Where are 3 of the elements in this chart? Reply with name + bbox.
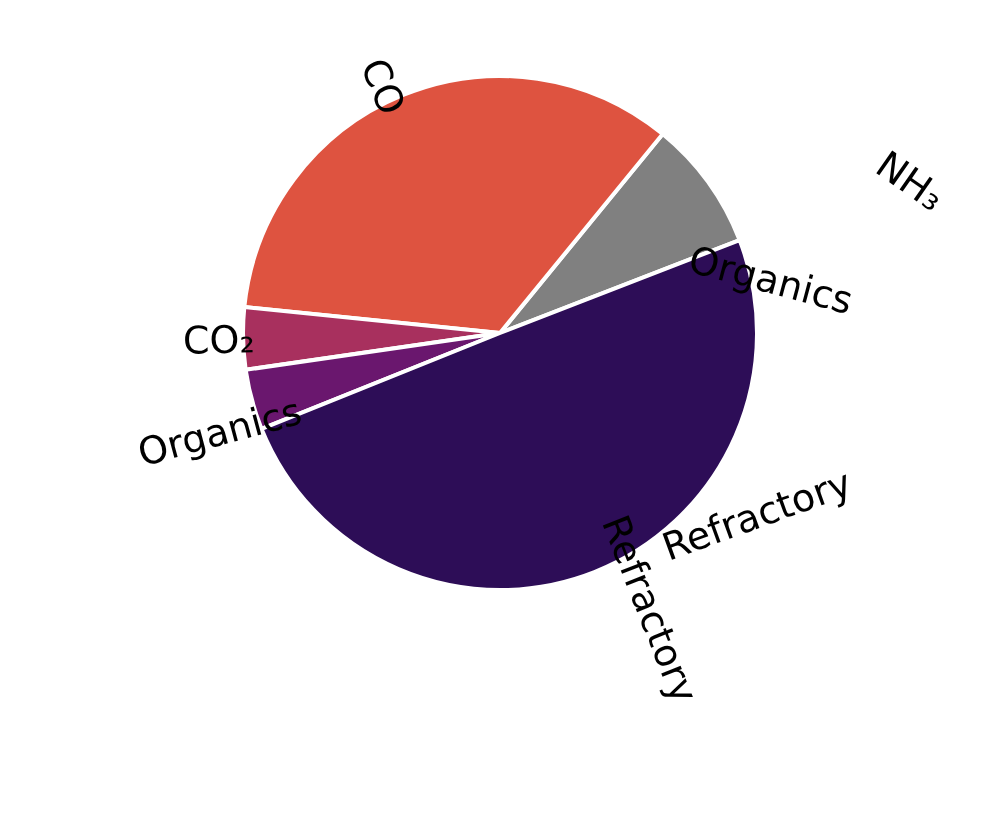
slice-label: CO xyxy=(351,52,415,122)
slice-label: Organics xyxy=(133,389,307,476)
text: NH₃ xyxy=(868,142,953,220)
